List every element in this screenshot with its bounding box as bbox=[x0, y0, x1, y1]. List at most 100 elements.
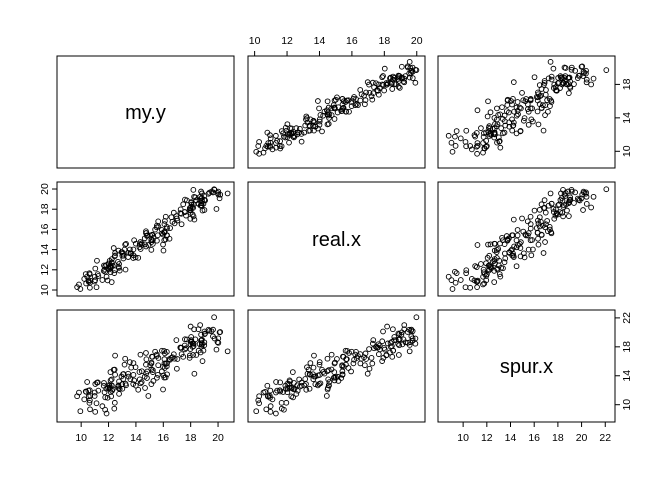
point bbox=[293, 390, 300, 397]
point bbox=[346, 108, 352, 115]
point bbox=[119, 385, 126, 392]
point bbox=[154, 232, 161, 239]
point bbox=[368, 355, 375, 361]
point bbox=[293, 125, 300, 131]
point bbox=[190, 340, 197, 347]
point bbox=[74, 284, 80, 291]
point bbox=[191, 216, 198, 223]
point bbox=[110, 245, 117, 251]
point bbox=[210, 333, 216, 340]
point bbox=[478, 125, 484, 131]
y-tick-label: 14 bbox=[39, 244, 51, 256]
panel-frame-r2-c2 bbox=[247, 181, 426, 297]
x-tick-label: 22 bbox=[599, 432, 611, 444]
point bbox=[538, 92, 544, 99]
point bbox=[324, 368, 331, 375]
point bbox=[214, 339, 221, 345]
point bbox=[100, 268, 107, 274]
point bbox=[555, 202, 561, 209]
point bbox=[542, 102, 549, 108]
point bbox=[137, 351, 144, 358]
point bbox=[111, 399, 118, 406]
point bbox=[77, 408, 84, 415]
diagonal-labels-layer: my.y real.x spur.x bbox=[125, 102, 553, 378]
point bbox=[307, 116, 314, 123]
point bbox=[525, 121, 532, 128]
point bbox=[535, 241, 542, 248]
point bbox=[530, 246, 536, 253]
point bbox=[536, 82, 543, 88]
point bbox=[187, 346, 194, 352]
point bbox=[522, 231, 529, 238]
point bbox=[122, 241, 129, 248]
point bbox=[174, 215, 180, 222]
point bbox=[550, 206, 557, 212]
point bbox=[267, 387, 274, 394]
point bbox=[91, 393, 98, 399]
point bbox=[131, 377, 137, 384]
x-tick-label: 20 bbox=[411, 35, 423, 47]
point bbox=[82, 271, 89, 277]
point bbox=[191, 193, 197, 200]
point bbox=[331, 374, 338, 381]
point bbox=[452, 279, 459, 286]
point bbox=[511, 108, 517, 115]
point bbox=[262, 388, 268, 395]
point bbox=[120, 250, 126, 257]
point bbox=[273, 410, 279, 417]
point bbox=[198, 202, 205, 209]
point bbox=[568, 64, 575, 71]
point bbox=[195, 201, 202, 207]
point bbox=[320, 369, 327, 375]
point bbox=[162, 350, 168, 357]
point bbox=[83, 280, 89, 287]
point bbox=[100, 382, 107, 389]
x-tick-label: 14 bbox=[505, 432, 517, 444]
point bbox=[253, 408, 260, 415]
point bbox=[474, 284, 480, 291]
point bbox=[499, 104, 505, 111]
point bbox=[164, 232, 170, 239]
point bbox=[310, 364, 317, 371]
point bbox=[473, 130, 480, 136]
point bbox=[183, 212, 189, 219]
point bbox=[481, 130, 487, 137]
point bbox=[108, 376, 115, 383]
point bbox=[101, 262, 107, 269]
point bbox=[510, 119, 517, 126]
point bbox=[116, 390, 122, 397]
point bbox=[145, 393, 152, 399]
point bbox=[379, 358, 386, 364]
point bbox=[316, 118, 323, 125]
point bbox=[112, 250, 118, 256]
point bbox=[187, 352, 193, 359]
point bbox=[284, 389, 291, 396]
x-tick-label: 12 bbox=[103, 432, 115, 444]
point bbox=[542, 239, 548, 245]
point bbox=[462, 139, 469, 145]
point bbox=[395, 72, 402, 79]
point bbox=[498, 125, 505, 132]
point bbox=[189, 204, 196, 210]
point bbox=[562, 65, 569, 71]
panel-layer bbox=[56, 55, 616, 423]
point bbox=[278, 405, 285, 412]
point bbox=[560, 79, 566, 86]
point bbox=[297, 383, 303, 390]
point bbox=[566, 90, 572, 97]
point bbox=[544, 218, 550, 224]
point bbox=[541, 205, 548, 211]
point bbox=[316, 116, 323, 123]
point bbox=[178, 221, 185, 228]
point bbox=[380, 328, 386, 335]
point bbox=[101, 380, 107, 386]
point bbox=[562, 193, 569, 199]
point bbox=[590, 75, 597, 82]
point bbox=[201, 207, 208, 213]
point bbox=[95, 387, 102, 394]
point bbox=[514, 232, 521, 239]
point bbox=[519, 89, 525, 96]
point bbox=[92, 381, 99, 387]
point bbox=[216, 195, 223, 202]
